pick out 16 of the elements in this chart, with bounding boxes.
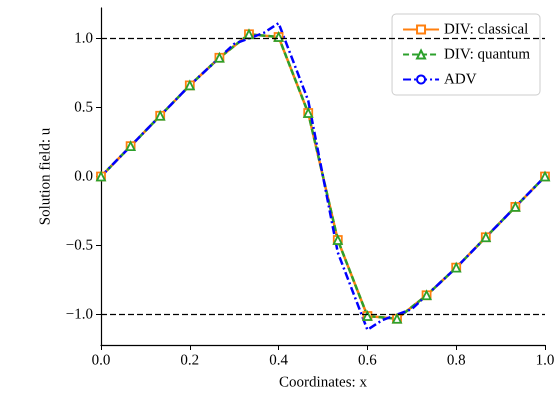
legend-label: DIV: quantum bbox=[444, 46, 530, 62]
x-tick-label: 1.0 bbox=[536, 352, 554, 368]
y-axis-title: Solution field: u bbox=[38, 127, 54, 226]
y-tick-label: 0.0 bbox=[74, 168, 93, 184]
x-axis-title: Coordinates: x bbox=[279, 374, 368, 390]
y-tick-label: −0.5 bbox=[66, 238, 93, 254]
x-tick-label: 0.8 bbox=[446, 352, 466, 368]
y-tick-label: −1.0 bbox=[66, 306, 93, 323]
x-tick-label: 0.6 bbox=[358, 352, 378, 368]
y-tick-label: 1.0 bbox=[74, 30, 93, 46]
x-tick-label: 0.4 bbox=[269, 352, 288, 368]
y-tick-label: 0.5 bbox=[74, 99, 93, 116]
legend-label: DIV: classical bbox=[444, 22, 528, 38]
legend-label: ADV bbox=[444, 72, 477, 88]
x-tick-label: 0.0 bbox=[92, 352, 110, 368]
x-tick-label: 0.2 bbox=[180, 352, 200, 368]
